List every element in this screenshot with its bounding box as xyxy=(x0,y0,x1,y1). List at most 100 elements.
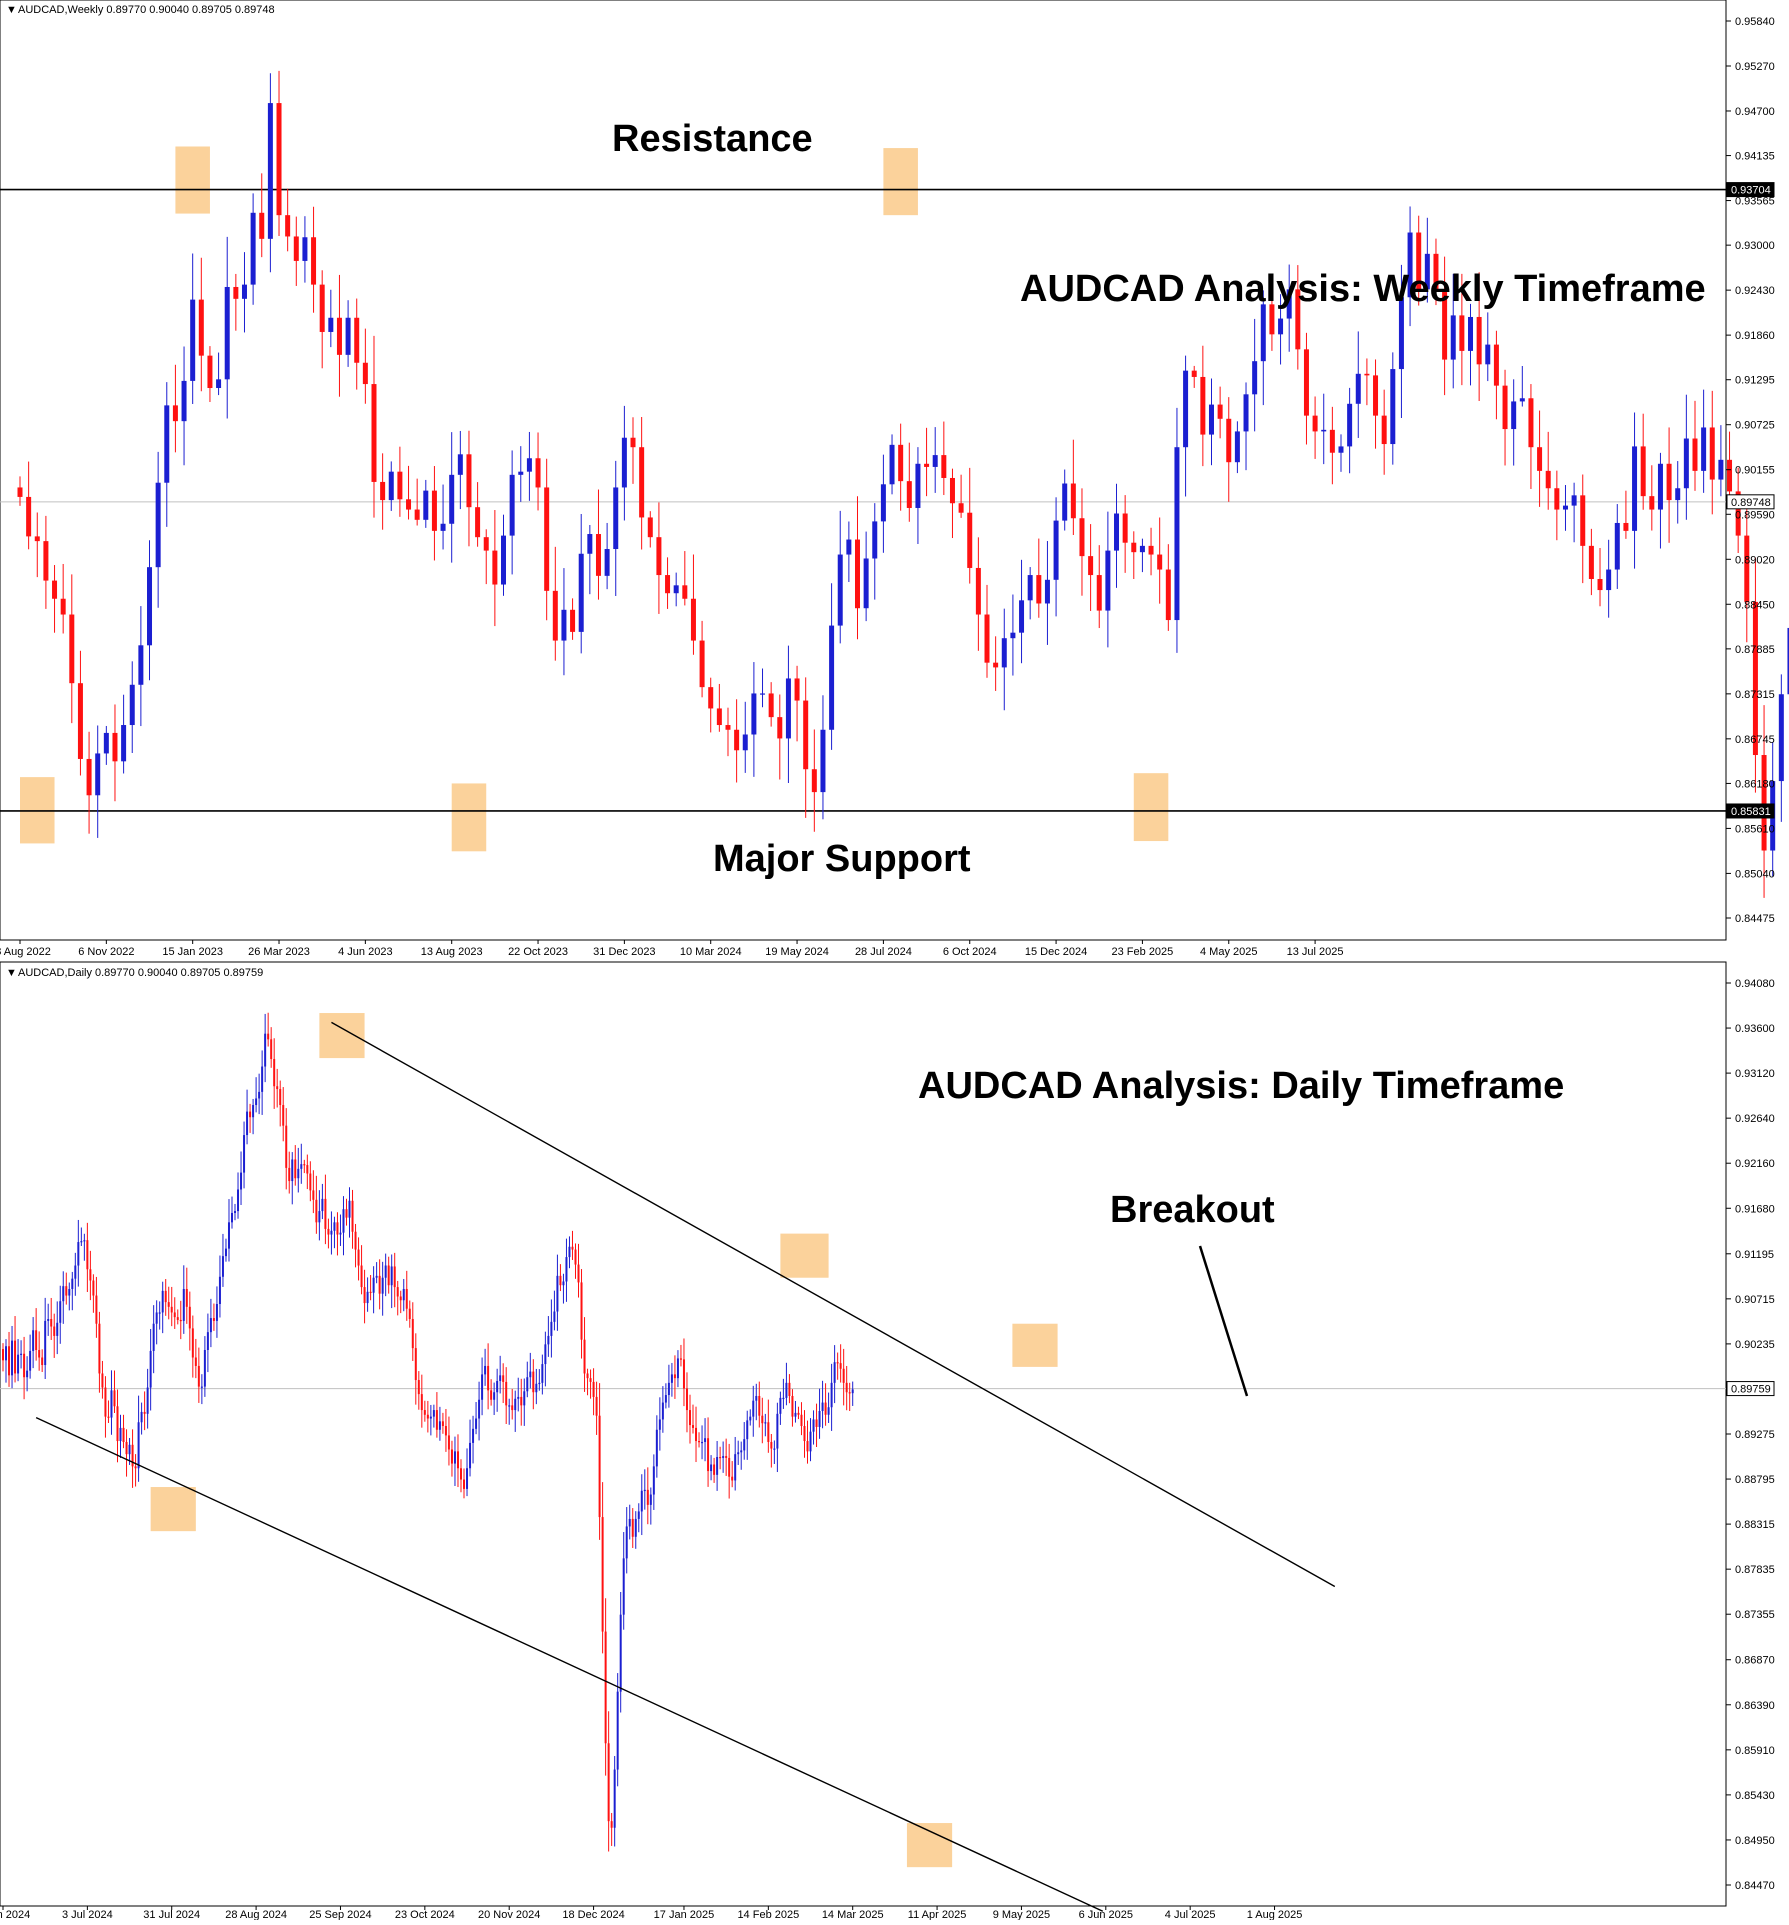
candle-body xyxy=(463,1480,465,1489)
candle-body xyxy=(794,1413,796,1417)
candle-body xyxy=(632,1519,634,1537)
candle-body xyxy=(258,1092,260,1099)
price-tick-label: 0.90155 xyxy=(1735,465,1775,477)
candle-body xyxy=(834,1362,836,1383)
price-tick-label: 0.88450 xyxy=(1735,599,1775,611)
candle-body xyxy=(336,1222,338,1234)
candle-body xyxy=(581,1282,583,1339)
candle-body xyxy=(213,1318,215,1321)
candle-body xyxy=(47,1319,49,1321)
candle-body xyxy=(532,1372,534,1393)
candle-body xyxy=(17,1355,19,1374)
candle-body xyxy=(698,1441,700,1442)
candle-body xyxy=(1200,377,1205,435)
candle-body xyxy=(514,1399,516,1410)
candle-body xyxy=(1744,536,1749,602)
candle-body xyxy=(112,733,117,761)
candle-body xyxy=(1753,602,1758,755)
candle-body xyxy=(1226,419,1231,462)
price-tick-label: 0.90715 xyxy=(1735,1294,1775,1306)
highlight-zone-2 xyxy=(175,146,210,213)
price-tick-label: 0.86390 xyxy=(1735,1700,1775,1712)
time-tick-label: 6 Nov 2022 xyxy=(78,946,134,958)
candle-body xyxy=(177,1317,179,1320)
candle-body xyxy=(270,1039,272,1059)
weekly-plot-frame xyxy=(0,0,1726,940)
candle-body xyxy=(725,725,730,730)
candle-body xyxy=(430,1417,432,1419)
candle-body xyxy=(1028,575,1033,600)
candle-body xyxy=(1554,488,1559,509)
candle-body xyxy=(285,215,290,236)
candle-body xyxy=(210,1318,212,1332)
candle-body xyxy=(1088,556,1093,575)
candle-body xyxy=(358,1250,360,1266)
candle-body xyxy=(61,599,66,615)
price-tick-label: 0.95840 xyxy=(1735,16,1775,28)
price-tick-label: 0.85430 xyxy=(1735,1790,1775,1802)
time-tick-label: 10 Mar 2024 xyxy=(680,946,742,958)
candle xyxy=(1753,558,1758,793)
candle-body xyxy=(342,1209,344,1232)
candle-body xyxy=(86,1240,88,1269)
candle-body xyxy=(1382,416,1387,444)
candle-body xyxy=(695,1428,697,1441)
candle-body xyxy=(631,438,636,447)
candle-body xyxy=(53,1327,55,1336)
weekly-header-arrow: ▼ xyxy=(6,4,17,16)
candle-body xyxy=(116,1406,118,1441)
candle-body xyxy=(1244,394,1249,431)
candle-body xyxy=(1546,471,1551,488)
candle-body xyxy=(14,1341,16,1374)
candle-body xyxy=(623,1558,625,1614)
time-tick-label: 6 Jun 2025 xyxy=(1079,1909,1133,1920)
candle-body xyxy=(412,1319,414,1348)
candle-body xyxy=(755,1396,757,1401)
candle-body xyxy=(1485,345,1490,365)
candle-body xyxy=(484,537,489,550)
candle-body xyxy=(345,1209,347,1217)
candle-body xyxy=(810,1432,812,1452)
candle-body xyxy=(1468,317,1473,351)
candle-body xyxy=(907,481,912,508)
candle-body xyxy=(639,447,644,517)
candle-body xyxy=(29,1351,31,1371)
candle-body xyxy=(807,1441,809,1451)
candle-body xyxy=(1123,514,1128,543)
candle-body xyxy=(190,300,195,381)
candle-body xyxy=(174,1312,176,1317)
price-tick-label: 0.87355 xyxy=(1735,1609,1775,1621)
candle-body xyxy=(475,507,480,537)
candle-body xyxy=(50,1319,52,1327)
candle-body xyxy=(400,1296,402,1300)
candle-body xyxy=(382,1278,384,1294)
candle-body xyxy=(683,1359,685,1388)
candle-body xyxy=(950,478,955,503)
candle-body xyxy=(746,1420,748,1439)
price-tick-label: 0.92640 xyxy=(1735,1113,1775,1125)
candle-body xyxy=(708,687,713,708)
candle-body xyxy=(559,1276,561,1285)
candle-body xyxy=(207,1332,209,1350)
candle-body xyxy=(65,1286,67,1295)
candle-body xyxy=(101,1373,103,1387)
candle-body xyxy=(840,1363,842,1369)
candle-body xyxy=(303,1164,305,1165)
candle-body xyxy=(1494,345,1499,386)
candle-body xyxy=(216,1304,218,1321)
candle-body xyxy=(701,1442,703,1443)
candle-body xyxy=(267,1034,269,1040)
candle-body xyxy=(924,464,929,467)
candle-body xyxy=(168,1302,170,1307)
resistance-label: Resistance xyxy=(612,118,813,160)
time-tick-label: 19 May 2024 xyxy=(765,946,829,958)
candle-body xyxy=(302,237,307,261)
candle-body xyxy=(391,1266,393,1285)
candle-body xyxy=(976,568,981,615)
candle-body xyxy=(388,1266,390,1286)
candle-body xyxy=(1503,386,1508,429)
candle-body xyxy=(11,1341,13,1376)
candle-body xyxy=(571,1247,573,1250)
price-tick-label: 0.92160 xyxy=(1735,1158,1775,1170)
candle-body xyxy=(123,1428,125,1442)
